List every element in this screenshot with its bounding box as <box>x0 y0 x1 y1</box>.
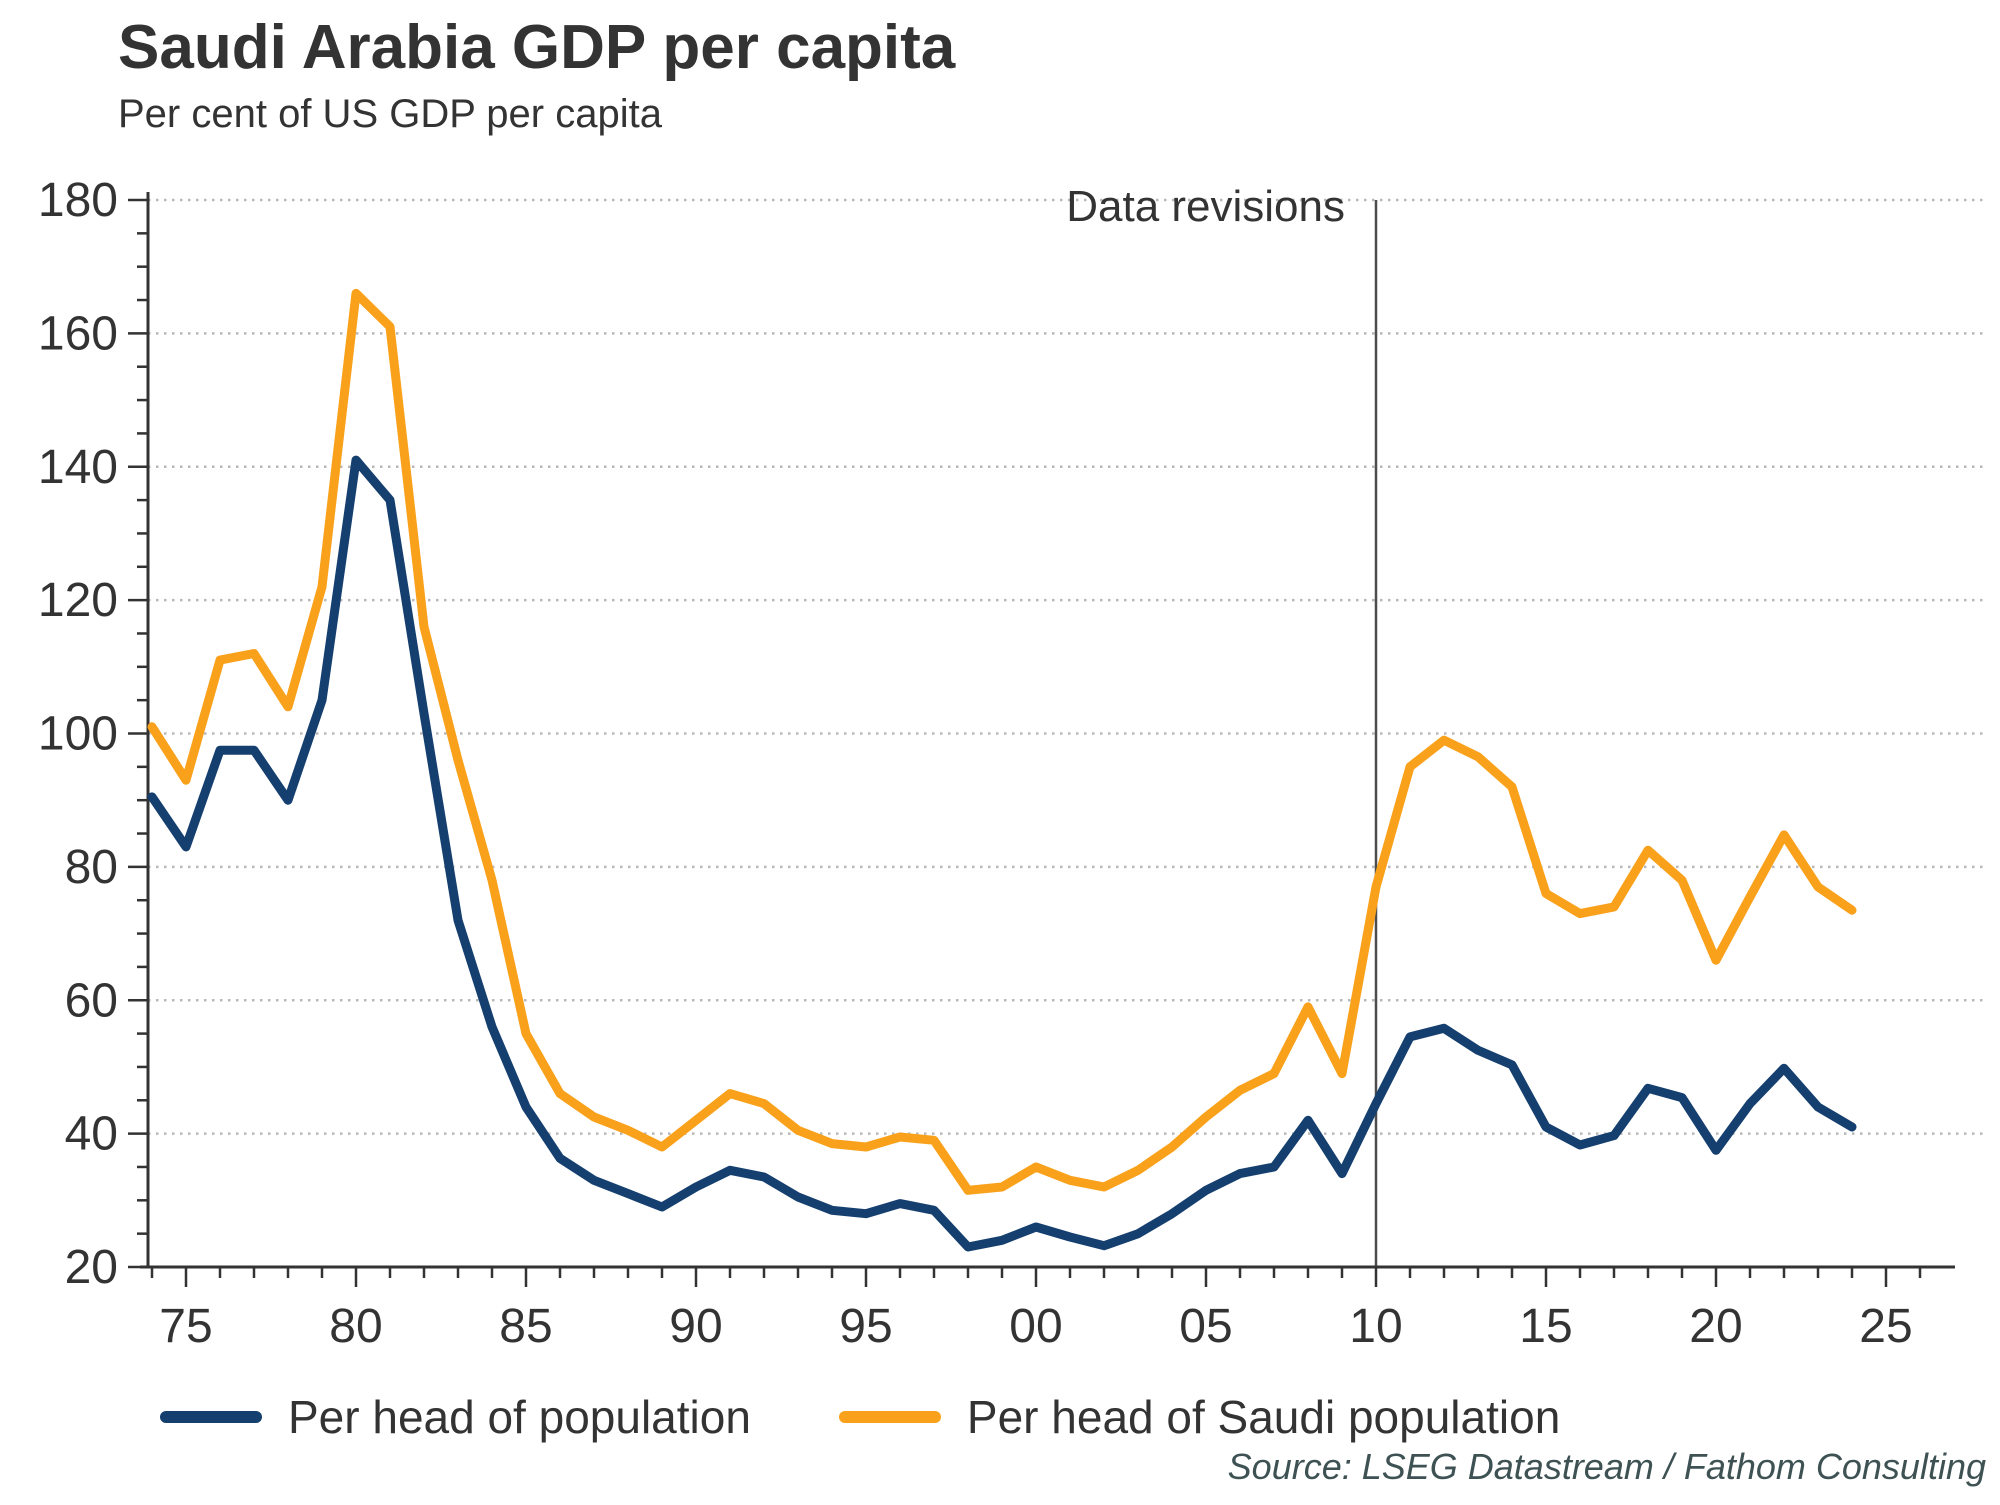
svg-text:15: 15 <box>1519 1300 1572 1353</box>
legend-label: Per head of population <box>288 1391 751 1443</box>
svg-text:60: 60 <box>65 974 118 1027</box>
svg-text:160: 160 <box>38 307 118 360</box>
svg-text:180: 180 <box>38 174 118 227</box>
svg-text:25: 25 <box>1859 1300 1912 1353</box>
svg-text:80: 80 <box>329 1300 382 1353</box>
svg-text:40: 40 <box>65 1108 118 1161</box>
svg-text:80: 80 <box>65 841 118 894</box>
svg-text:95: 95 <box>839 1300 892 1353</box>
svg-text:85: 85 <box>499 1300 552 1353</box>
legend-item-population: Per head of population <box>160 1390 751 1444</box>
svg-text:120: 120 <box>38 574 118 627</box>
svg-text:20: 20 <box>1689 1300 1742 1353</box>
legend-item-saudi-population: Per head of Saudi population <box>838 1390 1561 1444</box>
source-text: Source: LSEG Datastream / Fathom Consult… <box>1227 1446 1986 1487</box>
page-title: Saudi Arabia GDP per capita <box>118 13 956 82</box>
svg-text:10: 10 <box>1349 1300 1402 1353</box>
svg-text:20: 20 <box>65 1241 118 1294</box>
svg-text:100: 100 <box>38 708 118 761</box>
svg-text:00: 00 <box>1009 1300 1062 1353</box>
svg-text:75: 75 <box>159 1300 212 1353</box>
line-swatch-icon <box>160 1411 262 1423</box>
line-swatch-icon <box>838 1411 941 1423</box>
chart-subtitle: Per cent of US GDP per capita <box>118 92 662 136</box>
svg-text:90: 90 <box>669 1300 722 1353</box>
chart-legend: Per head of population Per head of Saudi… <box>160 1390 1560 1444</box>
svg-text:05: 05 <box>1179 1300 1232 1353</box>
legend-label: Per head of Saudi population <box>966 1391 1561 1443</box>
svg-text:140: 140 <box>38 441 118 494</box>
data-revisions-label: Data revisions <box>1066 182 1345 231</box>
